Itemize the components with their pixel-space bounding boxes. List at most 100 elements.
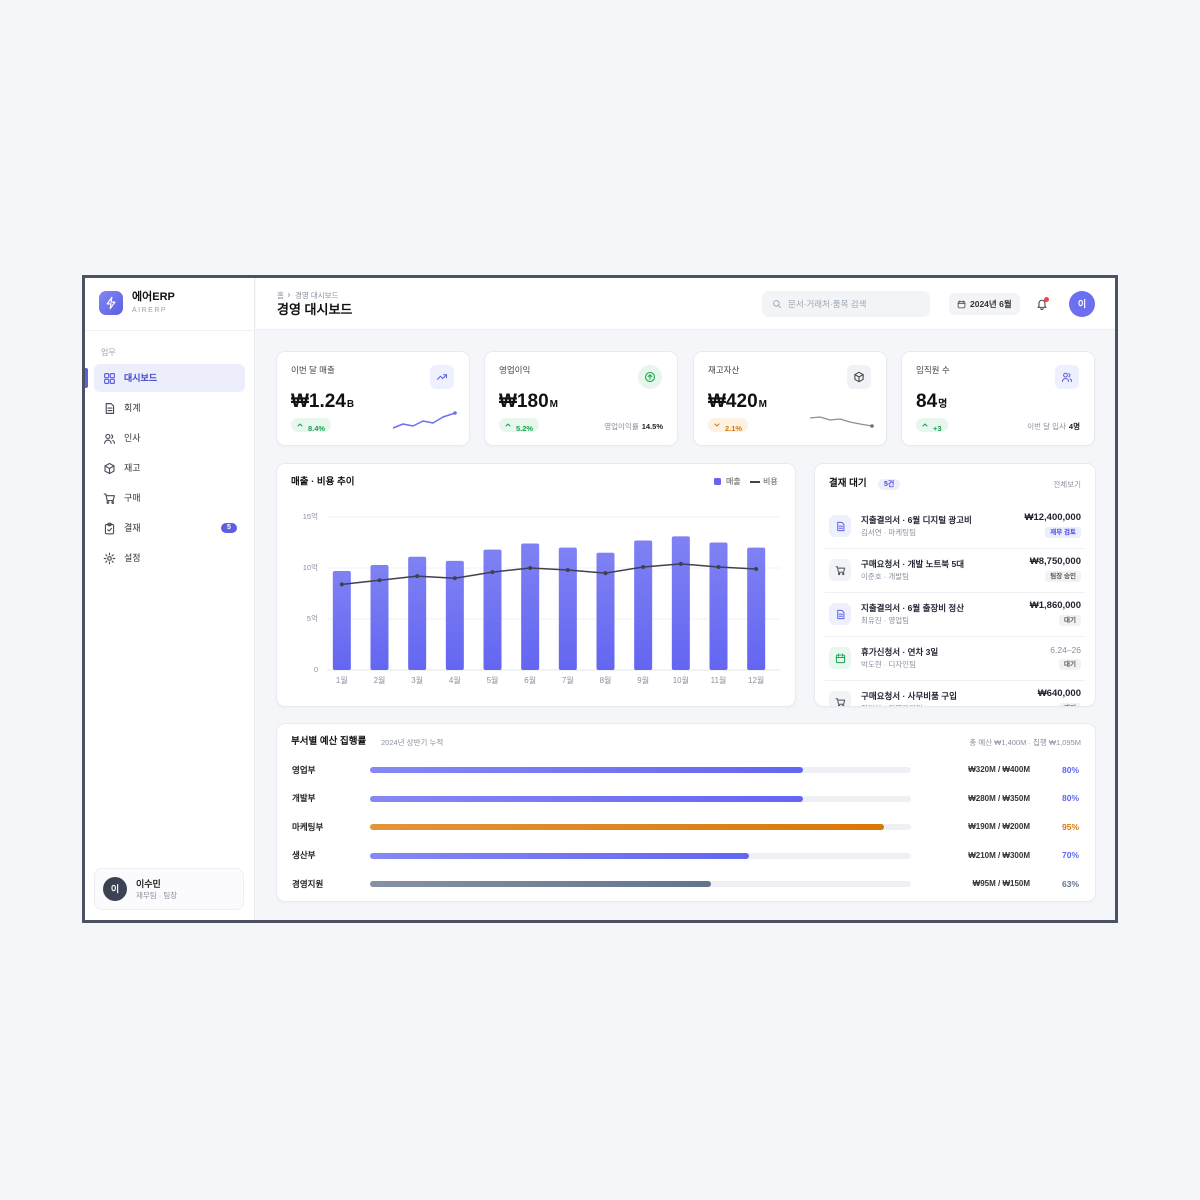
approval-requester: 최유진 · 영업팀 — [861, 615, 910, 625]
icon-cart — [835, 565, 845, 575]
logo-mark — [99, 291, 123, 315]
kpi-change-label: 8.4% — [308, 424, 326, 433]
icon-chev — [287, 293, 291, 297]
app-window: 에어ERP AIRERP 업무 대시보드 회계 인사 재고 구매 결재 5 설정 이 이수민 재무팀 · … — [82, 275, 1118, 923]
approval-amount: ₩640,000 — [1037, 688, 1081, 700]
header-avatar[interactable]: 이 — [1069, 291, 1095, 317]
nav-item[interactable]: 구매 — [124, 492, 141, 503]
budget-bar — [370, 795, 803, 802]
kpi-value-unit: M — [758, 399, 767, 410]
nav-item[interactable]: 결재 — [124, 522, 141, 533]
nav-item[interactable]: 재고 — [124, 462, 141, 473]
kpi-change: +3 — [916, 418, 948, 433]
user-role: 재무팀 · 팀장 — [136, 890, 178, 900]
approval-icon-bg — [829, 559, 851, 581]
kpi-change-label: 5.2% — [516, 424, 534, 433]
kpi-icon-bg — [1055, 365, 1079, 389]
icon-cal — [835, 653, 845, 663]
budget-dept: 개발부 — [292, 793, 316, 804]
nav-item[interactable]: 인사 — [124, 432, 141, 443]
approval-divider — [825, 592, 1085, 593]
budget-amount: ₩190M / ₩200M — [968, 822, 1030, 832]
budget-bar — [370, 767, 803, 773]
approval-requester: 박도현 · 디자인팀 — [861, 659, 916, 669]
approval-row[interactable] — [821, 638, 1089, 678]
kpi-value-number: ₩1.24 — [291, 391, 346, 412]
kpi-value-number: ₩420 — [708, 391, 758, 412]
approvals-title: 결재 대기 — [829, 478, 867, 490]
icon-up — [922, 423, 928, 427]
icon-cal — [957, 299, 965, 308]
icon-down — [714, 423, 720, 427]
approval-status: 대기 — [1059, 615, 1081, 626]
kpi-change-label: +3 — [933, 424, 942, 433]
nav-section: 업무 — [101, 348, 116, 358]
kpi-icon-bg — [430, 365, 454, 389]
budget-pct: 95% — [1061, 821, 1079, 832]
approvals-count: 5건 — [878, 479, 901, 490]
icon-bolt — [106, 296, 116, 310]
approval-title: 지출결의서 · 6월 출장비 정산 — [861, 602, 965, 613]
budget-bar — [370, 881, 711, 887]
budget-pct: 70% — [1061, 850, 1079, 861]
approval-requester: 이준호 · 개발팀 — [861, 571, 910, 581]
approval-status: 재무 검토 — [1045, 527, 1081, 538]
kpi-note-label: 영업이익률 — [604, 422, 639, 431]
approval-status: 대기 — [1059, 659, 1081, 670]
approval-requester: 장민아 · 경영지원팀 — [861, 704, 923, 707]
icon-doc — [836, 521, 844, 531]
nav-item[interactable]: 회계 — [124, 402, 141, 413]
page-title: 경영 대시보드 — [277, 302, 353, 318]
icon-bell — [1037, 299, 1047, 310]
icon-up — [505, 423, 511, 427]
approval-divider — [825, 636, 1085, 637]
budget-pct: 63% — [1061, 878, 1079, 889]
logo-sub: AIRERP — [132, 306, 168, 314]
icon-cart — [835, 697, 845, 706]
approval-status: 팀장 승인 — [1045, 571, 1081, 582]
budget-pct: 80% — [1061, 764, 1079, 775]
nav-item[interactable]: 설정 — [124, 552, 141, 563]
kpi-change: 2.1% — [708, 418, 749, 433]
approval-title: 구매요청서 · 사무비품 구입 — [861, 690, 957, 701]
search-placeholder: 문서·거래처·품목 검색 — [788, 298, 867, 309]
kpi-value: 84명 — [916, 390, 947, 417]
icon-users — [103, 433, 115, 444]
icon-trend — [436, 374, 448, 380]
user-avatar: 이 — [103, 877, 127, 901]
chart-card — [277, 464, 795, 706]
user-name: 이수민 — [136, 878, 161, 889]
icon-up — [297, 423, 303, 427]
search-box[interactable] — [762, 291, 930, 317]
breadcrumb-item: 경영 대시보드 — [295, 290, 339, 300]
approval-amount: ₩8,750,000 — [1029, 556, 1081, 568]
approval-icon-bg — [829, 647, 851, 669]
nav-item[interactable]: 대시보드 — [124, 372, 158, 383]
budget-dept: 영업부 — [292, 764, 316, 775]
kpi-value: ₩180M — [499, 390, 558, 417]
icon-gear — [103, 552, 115, 564]
kpi-value: ₩1.24B — [291, 390, 354, 417]
approval-divider — [825, 680, 1085, 681]
icon-grid — [103, 372, 115, 384]
icon-users — [1061, 372, 1073, 383]
icon-doc — [836, 609, 844, 619]
approvals-link[interactable]: 전체보기 — [1053, 479, 1081, 489]
approval-requester: 김서연 · 마케팅팀 — [861, 527, 916, 537]
kpi-value-number: ₩180 — [499, 391, 549, 412]
budget-amount: ₩210M / ₩300M — [968, 850, 1030, 860]
budget-amount: ₩280M / ₩350M — [968, 793, 1030, 803]
budget-bar — [370, 824, 884, 830]
kpi-note-value: 4명 — [1068, 422, 1080, 431]
kpi-value-number: 84 — [916, 391, 938, 412]
kpi-value: ₩420M — [708, 390, 767, 417]
icon-cart — [103, 492, 115, 504]
icon-clip — [104, 522, 114, 534]
kpi-change-label: 2.1% — [725, 424, 743, 433]
approval-title: 구매요청서 · 개발 노트북 5대 — [861, 558, 965, 569]
logo-name: 에어ERP — [132, 291, 175, 304]
approval-date: 6.24–26 — [1050, 644, 1081, 655]
kpi-label: 재고자산 — [708, 364, 740, 375]
budget-dept: 경영지원 — [292, 878, 324, 889]
period-picker[interactable] — [949, 293, 1020, 315]
